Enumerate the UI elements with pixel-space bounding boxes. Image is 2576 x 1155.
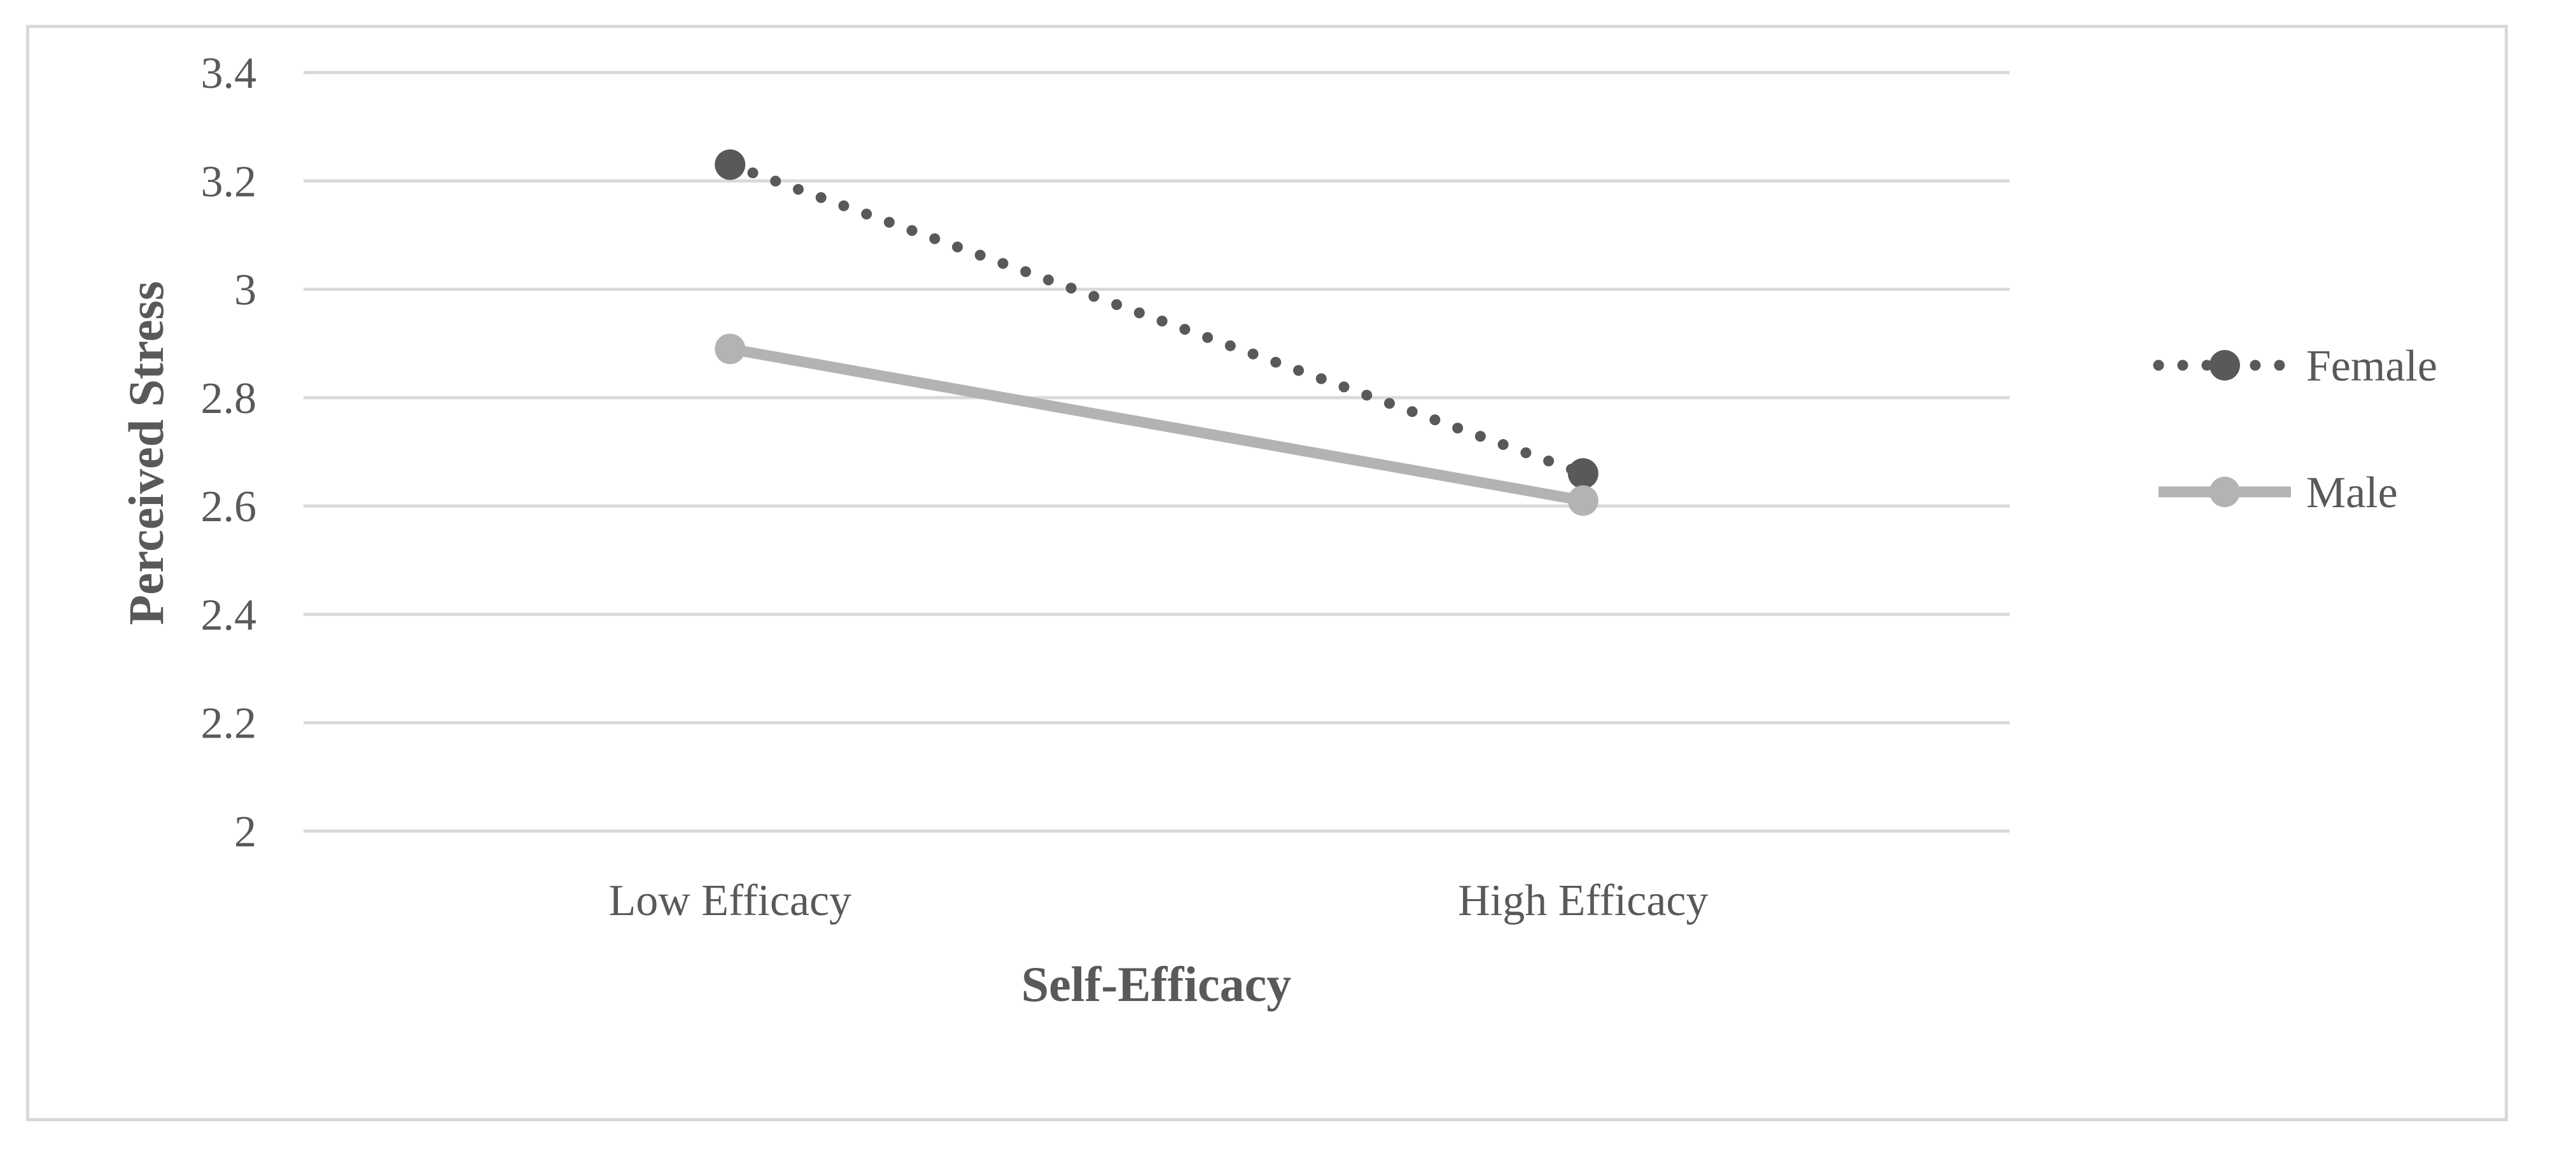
series-line [729,343,1585,506]
legend-marker [2209,477,2240,507]
y-tick-label: 2.8 [201,374,257,423]
legend-item-male: Male [2159,468,2398,517]
chart-frame [26,25,2508,1121]
data-point [1567,485,1599,516]
data-point [715,333,746,365]
y-tick-label: 2 [234,808,256,857]
y-tick-label: 2.4 [201,591,257,640]
x-tick-label: Low Efficacy [608,876,851,925]
series-male [715,333,1599,516]
y-axis-ticks: 2 2.2 2.4 2.6 2.8 3 3.2 3.4 [201,49,257,857]
y-tick-label: 3.4 [201,49,257,98]
legend-marker [2209,350,2240,381]
legend-label: Male [2306,468,2398,517]
x-axis-ticks: Low Efficacy High Efficacy [608,876,1708,925]
legend-label: Female [2306,342,2437,391]
legend: Female Male [2153,342,2437,517]
x-tick-label: High Efficacy [1458,876,1708,925]
gridlines [304,71,2010,833]
data-point [1567,458,1599,489]
y-tick-label: 2.2 [201,699,257,748]
series-female [715,149,1599,489]
legend-item-female: Female [2153,342,2437,391]
y-axis-title: Perceived Stress [118,281,174,626]
y-tick-label: 2.6 [201,482,257,531]
series-lines [715,149,1599,516]
x-axis-title: Self-Efficacy [1021,956,1292,1012]
y-tick-label: 3 [234,266,256,315]
y-tick-label: 3.2 [201,157,257,206]
data-point [715,149,746,180]
